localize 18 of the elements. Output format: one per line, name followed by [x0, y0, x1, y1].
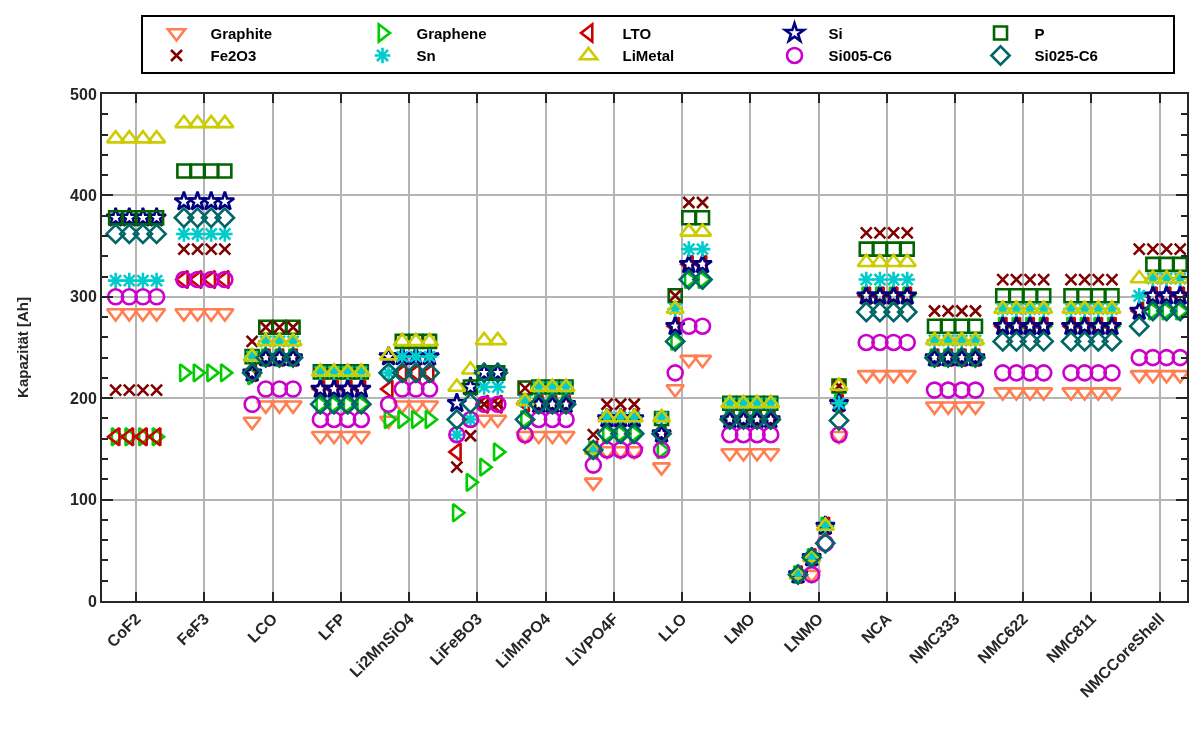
y-tick-label: 100: [70, 491, 97, 509]
y-tick-label: 400: [70, 187, 97, 204]
legend-label: P: [1034, 24, 1045, 42]
legend-label: LiMetal: [622, 47, 675, 65]
legend-label: Si: [828, 24, 843, 42]
legend-label: Fe2O3: [210, 47, 257, 65]
y-tick-label: 200: [70, 389, 97, 407]
legend-label: Si005-C6: [828, 47, 892, 65]
legend-label: Graphene: [416, 24, 487, 42]
y-tick-label: 500: [70, 85, 97, 103]
y-axis-title: Kapazität [Ah]: [13, 297, 31, 398]
legend-label: Si025-C6: [1034, 47, 1098, 65]
x-tick-label: LFP: [315, 609, 349, 644]
legend-label: LTO: [622, 24, 652, 42]
y-tick-label: 300: [70, 288, 97, 306]
y-tick-label: 0: [87, 592, 97, 610]
legend-label: Sn: [416, 47, 436, 65]
legend-label: Graphite: [210, 24, 273, 42]
